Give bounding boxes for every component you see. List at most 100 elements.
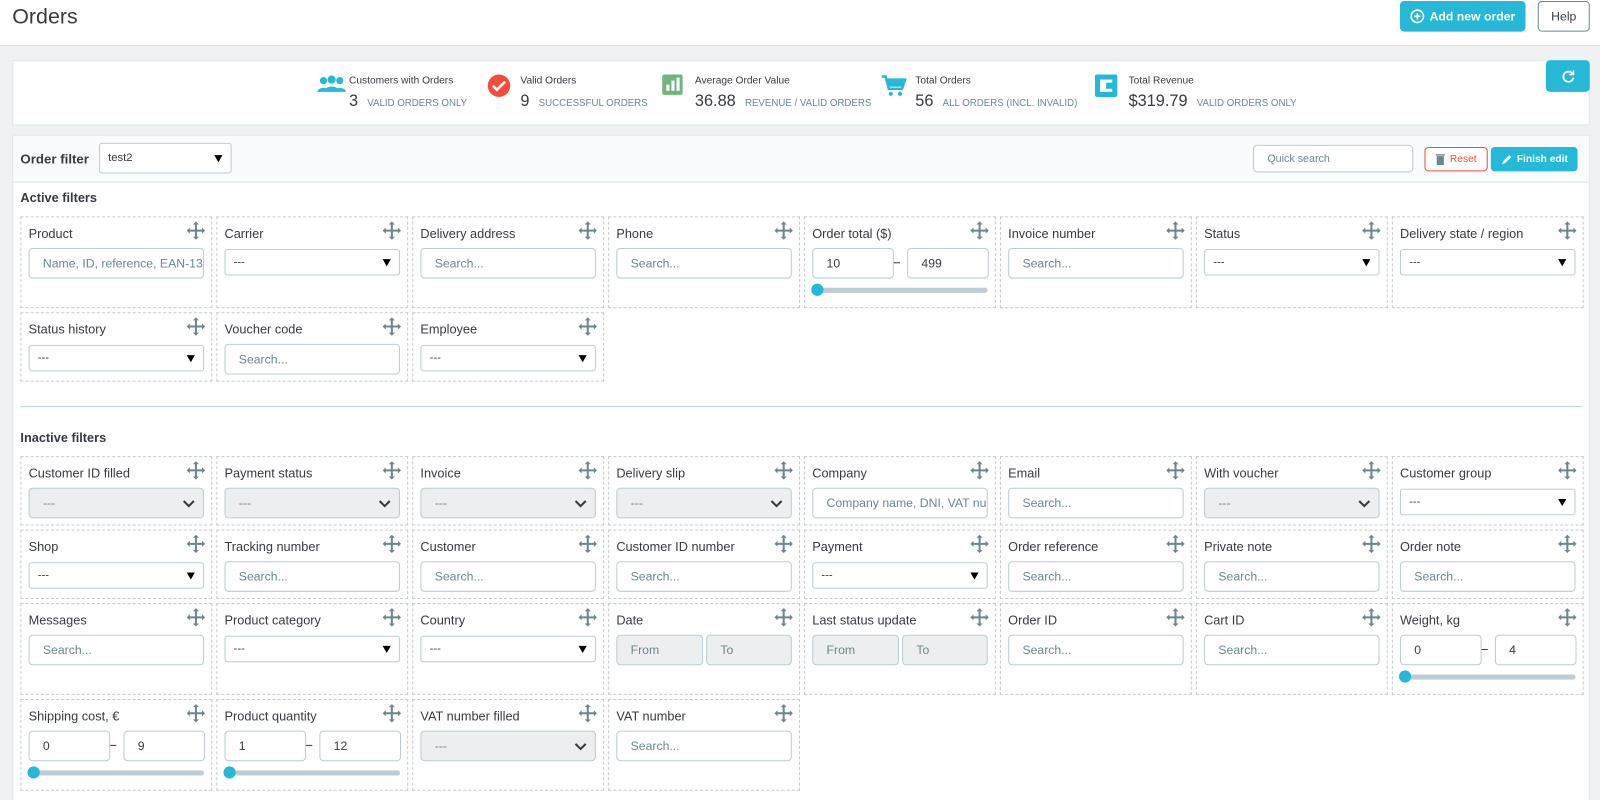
slider-handle[interactable]: [27, 766, 40, 779]
select[interactable]: ---: [420, 344, 596, 372]
caret: [186, 572, 195, 580]
select-value: ---: [429, 642, 441, 656]
range-max-input[interactable]: 499: [907, 247, 989, 279]
move-handle: [774, 461, 793, 480]
text-input[interactable]: Search...: [616, 247, 792, 279]
select[interactable]: ---: [1204, 248, 1380, 276]
slider-handle[interactable]: [1398, 670, 1412, 683]
text-input[interactable]: Search...: [1008, 634, 1184, 666]
move-handle: [774, 704, 793, 723]
range-min-input[interactable]: 1: [224, 730, 307, 762]
text-input[interactable]: Search...: [1008, 487, 1184, 519]
finish-edit-button[interactable]: Finish edit: [1490, 146, 1578, 172]
select[interactable]: ---: [420, 635, 596, 663]
filter-cell: VAT number filled ---: [412, 698, 605, 791]
reset-button[interactable]: Reset: [1424, 146, 1488, 172]
select[interactable]: ---: [224, 248, 400, 276]
filter-label: Cart ID: [1204, 613, 1245, 628]
kpi-value: 36.88: [694, 92, 736, 111]
refresh-icon: [1561, 69, 1574, 83]
slider-handle[interactable]: [223, 766, 236, 779]
date-from[interactable]: From: [812, 634, 899, 666]
select[interactable]: ---: [1399, 248, 1576, 276]
filter-cell: Shop ---: [20, 529, 213, 599]
select-value: ---: [37, 569, 49, 582]
kpi-icon: [487, 74, 511, 97]
text-input[interactable]: Search...: [1204, 634, 1380, 666]
slider-handle[interactable]: [811, 283, 824, 296]
text-input[interactable]: Company name, DNI, VAT nu: [812, 487, 988, 519]
text-input[interactable]: Search...: [420, 561, 596, 592]
chevron: [182, 500, 195, 508]
text-input[interactable]: Search...: [420, 247, 596, 279]
text-input[interactable]: Search...: [1204, 561, 1380, 592]
quick-search[interactable]: Quick search: [1253, 144, 1414, 173]
active-filters-title: Active filters: [20, 190, 97, 206]
move-handle: [1166, 461, 1185, 480]
range-min-input[interactable]: 0: [1399, 634, 1482, 666]
move-handle: [970, 534, 989, 554]
filter-label: Email: [1008, 466, 1041, 481]
select[interactable]: ---: [224, 635, 400, 663]
move-handle: [186, 317, 206, 336]
move-handle: [1558, 608, 1577, 627]
text-input[interactable]: Search...: [224, 343, 400, 375]
range-separator: [110, 744, 117, 746]
range-max-input[interactable]: 12: [319, 730, 402, 762]
native-select[interactable]: ---: [224, 487, 400, 519]
select-value: ---: [1213, 256, 1225, 269]
range-min-input[interactable]: 0: [28, 730, 111, 762]
move-handle: [382, 608, 402, 627]
range-max-input[interactable]: 9: [123, 730, 206, 762]
text-input[interactable]: Search...: [616, 561, 792, 592]
filter-label: Product quantity: [224, 709, 317, 724]
kpi-note: ALL ORDERS (INCL. INVALID): [942, 97, 1078, 110]
move-handle: [1362, 221, 1381, 240]
kpi-value: 56: [915, 92, 934, 111]
native-select[interactable]: ---: [616, 487, 792, 519]
kpi-value: 9: [520, 92, 530, 111]
add-order-button[interactable]: Add new order: [1399, 1, 1526, 32]
text-input[interactable]: Search...: [28, 634, 205, 666]
filter-cell: Voucher code Search...: [216, 312, 409, 382]
text-input[interactable]: Search...: [1399, 561, 1576, 592]
native-select[interactable]: ---: [420, 730, 596, 762]
filter-cell: Payment ---: [804, 529, 996, 599]
select[interactable]: ---: [1399, 488, 1576, 516]
move-handle: [970, 608, 989, 627]
text-input[interactable]: Search...: [616, 730, 792, 762]
select[interactable]: ---: [28, 562, 205, 589]
native-select[interactable]: ---: [28, 487, 205, 519]
range-max-input[interactable]: 4: [1494, 634, 1577, 666]
text-input[interactable]: Name, ID, reference, EAN-13: [28, 247, 205, 279]
refresh-button[interactable]: [1545, 60, 1590, 92]
native-select[interactable]: ---: [420, 487, 596, 519]
trash-icon: [1435, 153, 1445, 165]
select[interactable]: ---: [28, 344, 205, 372]
kpi-label: Total Orders: [915, 75, 971, 87]
help-button[interactable]: Help: [1537, 1, 1590, 32]
divider: [20, 406, 1582, 408]
move-handle: [1166, 221, 1185, 240]
pencil-icon: [1501, 154, 1511, 164]
date-from[interactable]: From: [616, 634, 704, 666]
filter-label: VAT number: [616, 709, 686, 724]
filter-cell: Last status update From To: [804, 603, 996, 695]
text-input[interactable]: Search...: [224, 561, 400, 592]
filter-label: VAT number filled: [420, 709, 520, 724]
filter-select[interactable]: test2: [98, 142, 232, 174]
filter-cell: Shipping cost, € 0 9: [20, 698, 213, 791]
finish-edit-text: Finish edit: [1516, 153, 1568, 165]
kpi-note: REVENUE / VALID ORDERS: [744, 97, 872, 110]
date-to[interactable]: To: [902, 634, 988, 666]
native-select[interactable]: ---: [1204, 487, 1380, 519]
text-input[interactable]: Search...: [1008, 561, 1184, 592]
text-input[interactable]: Search...: [1008, 247, 1184, 279]
filter-label: Product: [28, 226, 73, 241]
date-to[interactable]: To: [706, 634, 792, 666]
select[interactable]: ---: [812, 562, 988, 589]
filter-cell: Tracking number Search...: [216, 529, 409, 599]
caret: [382, 259, 391, 267]
range-min-input[interactable]: 10: [812, 247, 894, 279]
